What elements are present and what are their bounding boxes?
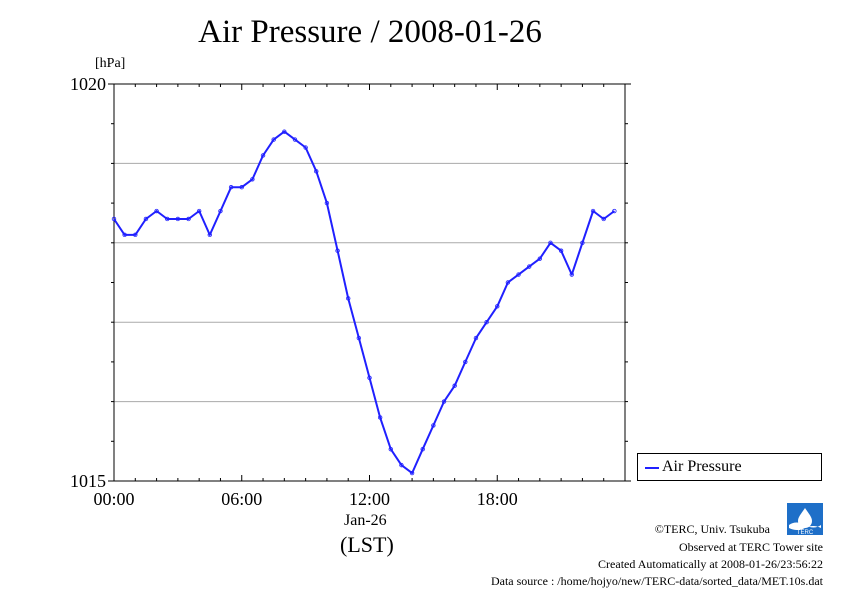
data-point [143, 216, 149, 222]
data-point [495, 304, 500, 309]
data-point [484, 320, 489, 325]
data-point [196, 208, 202, 214]
footer-copyright: ©TERC, Univ. Tsukuba [654, 522, 770, 536]
data-point [452, 383, 457, 388]
data-point [548, 240, 553, 245]
footer-data-source: Data source : /home/hojyo/new/TERC-data/… [490, 574, 823, 588]
legend-swatch [645, 467, 659, 469]
data-point [420, 447, 425, 452]
data-point [335, 248, 340, 253]
data-point [409, 470, 415, 476]
x-axis-timezone-label: (LST) [340, 532, 394, 557]
chart-title: Air Pressure / 2008-01-26 [198, 14, 542, 50]
data-point [463, 359, 468, 365]
y-tick-label: 1015 [70, 471, 106, 491]
data-point [122, 232, 127, 238]
x-tick-label: 18:00 [477, 489, 518, 509]
data-point [218, 208, 223, 214]
data-point [207, 232, 213, 238]
data-point [441, 399, 447, 404]
data-point [165, 216, 170, 222]
data-point [377, 415, 383, 420]
data-point [346, 296, 351, 301]
data-point [186, 216, 191, 222]
data-point [271, 137, 276, 142]
svg-text:TERC: TERC [797, 530, 814, 535]
data-point [590, 208, 596, 214]
data-point [175, 216, 181, 222]
data-point [612, 208, 617, 214]
data-point [431, 423, 436, 428]
data-point [505, 280, 511, 285]
data-point [580, 240, 585, 245]
data-point [473, 335, 479, 341]
data-point [399, 462, 404, 468]
data-point [260, 153, 266, 158]
plot-frame [113, 83, 626, 482]
data-point [154, 208, 159, 214]
data-point [324, 200, 330, 206]
data-point [601, 216, 606, 222]
data-point [133, 232, 138, 238]
x-axis-date-label: Jan-26 [344, 512, 387, 529]
data-point [314, 169, 319, 174]
x-tick-label: 06:00 [221, 489, 262, 509]
data-point [537, 256, 543, 261]
data-point [388, 447, 393, 452]
data-point [303, 145, 308, 150]
data-point [239, 185, 244, 190]
data-point [282, 129, 287, 134]
data-point [356, 335, 362, 341]
data-point [526, 264, 532, 269]
data-point [367, 375, 372, 380]
legend-label-air-pressure: Air Pressure [662, 458, 742, 475]
data-point [250, 177, 255, 182]
footer-created: Created Automatically at 2008-01-26/23:5… [598, 557, 823, 571]
y-tick-label: 1020 [70, 74, 106, 94]
data-point [558, 248, 564, 253]
y-axis-unit-label: [hPa] [95, 56, 126, 71]
footer-observed: Observed at TERC Tower site [678, 540, 823, 554]
x-tick-label: 00:00 [93, 489, 134, 509]
data-point [292, 137, 298, 142]
data-point [516, 272, 521, 277]
data-point [228, 185, 234, 190]
series-line-air-pressure [113, 130, 615, 475]
data-point [111, 216, 117, 222]
data-point [569, 272, 574, 277]
terc-logo: TERC [787, 503, 823, 535]
x-tick-label: 12:00 [349, 489, 390, 509]
chart-legend: Air Pressure [637, 453, 822, 481]
